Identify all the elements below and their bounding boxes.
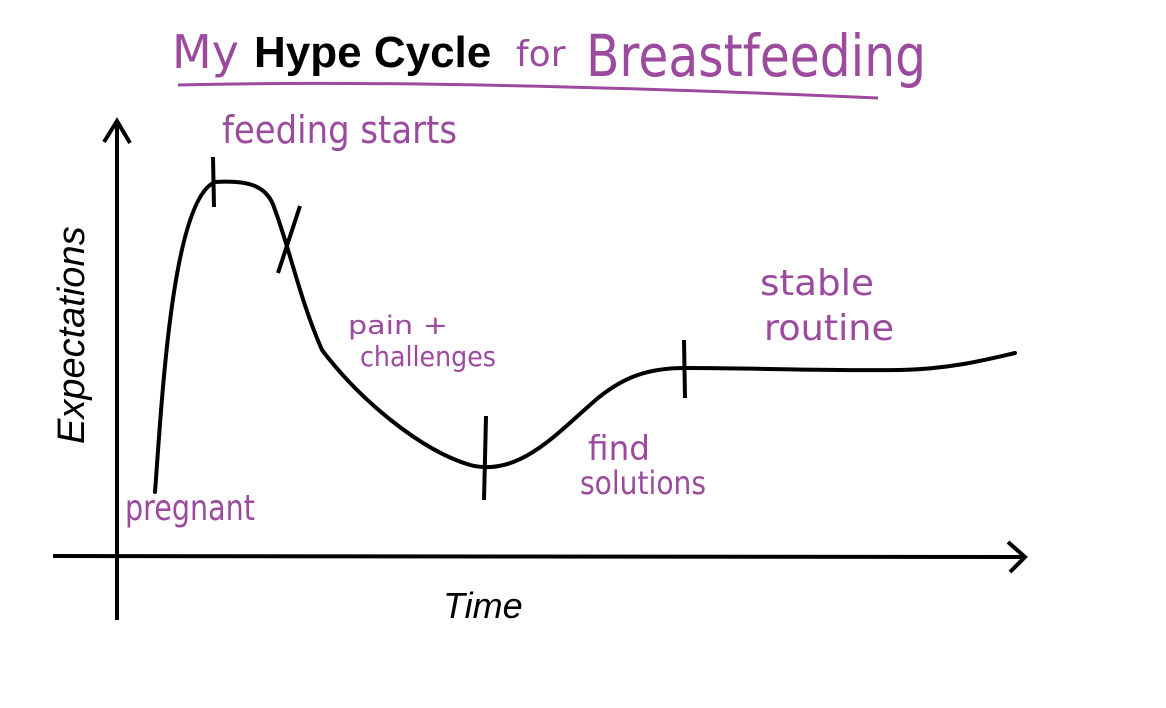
title-main: Hype Cycle: [254, 28, 491, 77]
diagram-title: My Hype Cycle for Breastfeeding: [172, 22, 926, 100]
marker-pain-challenges: [276, 205, 302, 274]
y-axis-label: Expectations: [51, 226, 93, 444]
x-axis-line: [52, 554, 1026, 559]
title-prefix: My: [172, 25, 239, 79]
label-pain: pain +: [348, 311, 448, 341]
title-underline: [177, 81, 879, 100]
label-routine: routine: [764, 308, 894, 349]
stage-markers: [211, 156, 687, 501]
label-stable: stable: [760, 263, 874, 304]
axes: [52, 117, 1028, 620]
x-axis-label: Time: [443, 585, 523, 626]
label-challenges: challenges: [360, 340, 496, 373]
label-pregnant: pregnant: [125, 488, 255, 529]
marker-stable-routine: [682, 339, 687, 399]
y-axis-arrowhead: [102, 117, 132, 145]
label-find: find: [588, 429, 650, 469]
stage-labels: pregnant feeding starts pain + challenge…: [125, 108, 894, 529]
x-axis-arrowhead: [1006, 540, 1028, 574]
title-for: for: [516, 34, 566, 75]
marker-feeding-starts: [211, 156, 216, 208]
label-feeding-starts: feeding starts: [222, 108, 457, 152]
marker-find-solutions: [482, 415, 488, 501]
title-subject: Breastfeeding: [586, 22, 926, 90]
label-solutions: solutions: [580, 464, 706, 502]
